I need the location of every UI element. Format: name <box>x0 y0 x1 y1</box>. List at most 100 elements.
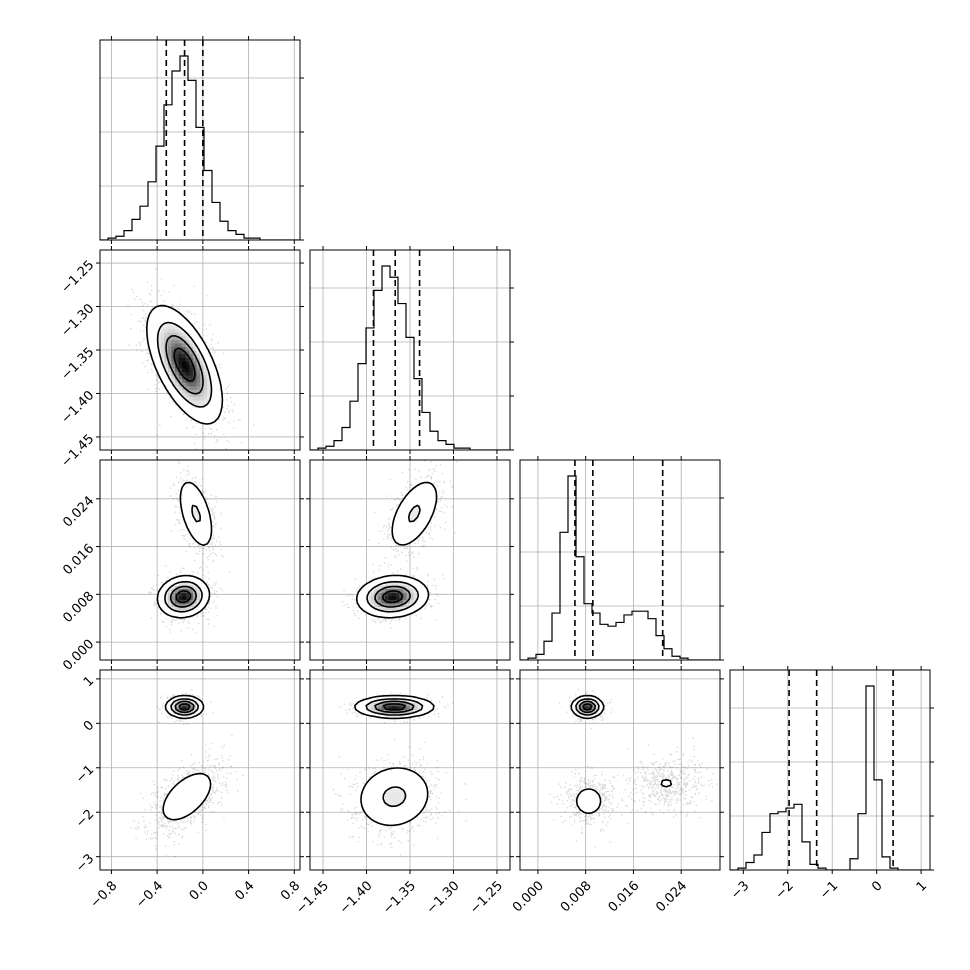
density-cell <box>399 588 404 593</box>
density-cell <box>171 599 176 604</box>
density-cell <box>210 371 215 376</box>
density-cell <box>360 795 365 800</box>
density-cell <box>367 709 372 714</box>
density-cell <box>171 314 176 319</box>
density-cell <box>388 784 393 789</box>
density-cell <box>171 325 176 330</box>
density-cell <box>385 809 390 814</box>
density-cell <box>402 777 408 782</box>
density-cell <box>410 499 415 504</box>
density-cell <box>374 712 379 718</box>
density-cell <box>420 791 425 796</box>
density-cell <box>182 407 187 412</box>
density-cell <box>178 795 183 800</box>
density-cell <box>192 798 198 803</box>
density-cell <box>377 709 383 714</box>
density-cell <box>381 599 386 604</box>
density-cell <box>413 524 418 529</box>
density-cell <box>189 787 194 793</box>
density-cell <box>577 795 582 800</box>
density-cell <box>185 510 190 515</box>
density-cell <box>203 599 208 604</box>
density-cell <box>185 392 190 398</box>
density-cell <box>399 531 404 536</box>
density-cell <box>413 502 418 508</box>
density-cell <box>150 353 155 358</box>
density-cell <box>146 335 151 340</box>
density-cell <box>185 350 190 355</box>
density-cell <box>217 385 223 390</box>
density-cell <box>200 538 205 543</box>
density-cell <box>367 610 372 615</box>
density-cell <box>367 599 372 604</box>
density-cell <box>196 396 201 401</box>
density-cell <box>200 777 205 782</box>
density-cell <box>178 353 183 358</box>
density-cell <box>189 328 194 333</box>
density-cell <box>402 702 408 707</box>
density-cell <box>580 798 585 803</box>
density-cell <box>196 342 201 348</box>
density-cell <box>175 602 180 608</box>
density-cell <box>189 353 194 358</box>
density-cell <box>402 602 408 608</box>
density-cell <box>431 502 436 508</box>
density-cell <box>196 353 201 358</box>
density-cell <box>385 695 390 700</box>
density-cell <box>363 588 368 593</box>
density-cell <box>591 798 596 803</box>
density-cell <box>196 520 201 525</box>
density-cell <box>189 350 194 355</box>
density-cell <box>410 535 415 540</box>
density-cell <box>196 403 201 408</box>
density-cell <box>200 599 205 604</box>
density-cell <box>388 791 393 796</box>
density-cell <box>363 602 368 608</box>
density-cell <box>388 705 393 710</box>
density-cell <box>577 702 582 707</box>
density-cell <box>424 499 429 504</box>
density-cell <box>381 809 386 814</box>
density-cell <box>385 577 390 583</box>
density-cell <box>200 510 205 515</box>
density-cell <box>182 378 187 383</box>
density-cell <box>178 602 183 608</box>
density-cell <box>178 360 183 365</box>
x-tick-label: −0.8 <box>88 878 121 911</box>
density-cell <box>360 705 365 710</box>
density-cell <box>203 535 208 540</box>
density-cell <box>402 698 408 703</box>
density-cell <box>395 777 400 782</box>
density-cell <box>171 364 176 369</box>
density-cell <box>160 325 165 330</box>
density-cell <box>196 417 201 423</box>
density-cell <box>185 360 190 365</box>
density-cell <box>381 602 386 608</box>
density-cell <box>196 535 201 540</box>
density-cell <box>185 328 190 333</box>
density-cell <box>410 802 415 807</box>
density-cell <box>175 396 180 401</box>
density-cell <box>587 791 593 796</box>
density-cell <box>160 321 165 326</box>
density-cell <box>374 577 379 583</box>
contour-line <box>382 590 404 604</box>
density-cell <box>374 602 379 608</box>
density-cell <box>189 805 194 810</box>
density-cell <box>402 798 408 803</box>
density-cell <box>192 499 198 504</box>
density-cell <box>182 802 187 807</box>
density-cell <box>182 513 187 518</box>
density-cell <box>185 364 190 369</box>
density-cell <box>150 325 155 330</box>
density-cell <box>420 527 425 533</box>
density-cell <box>200 400 205 405</box>
density-cell <box>189 371 194 376</box>
y-tick-label: −1.40 <box>59 388 98 427</box>
density-cell <box>424 795 429 800</box>
density-cell <box>410 770 415 775</box>
density-cell <box>189 400 194 405</box>
density-cell <box>185 602 190 608</box>
density-cell <box>189 407 194 412</box>
density-cell <box>185 335 190 340</box>
